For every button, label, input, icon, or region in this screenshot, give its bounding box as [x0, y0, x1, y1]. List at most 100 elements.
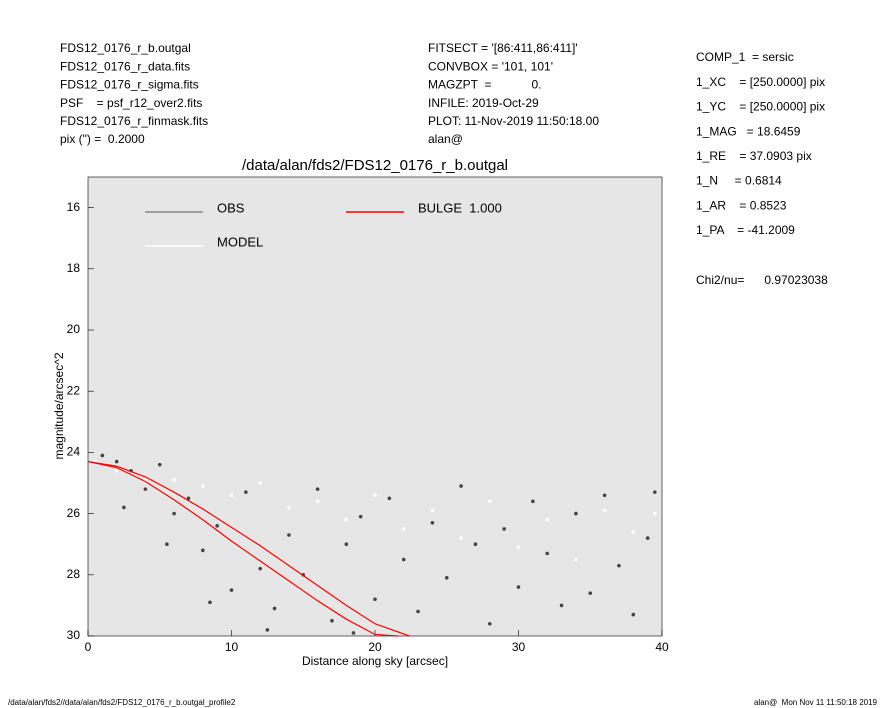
header-left-line: FDS12_0176_r_finmask.fits: [60, 114, 208, 128]
y-tick-label: 22: [67, 383, 81, 397]
data-point: [351, 631, 356, 635]
data-point: [602, 508, 607, 513]
data-point: [401, 527, 406, 531]
header-middle-line: CONVBOX = '101, 101': [428, 59, 553, 73]
data-point: [315, 499, 320, 504]
data-point: [344, 542, 349, 546]
data-point: [215, 524, 219, 528]
data-point: [588, 591, 593, 595]
header-right-line: 1_N = 0.6814: [696, 174, 782, 188]
data-point: [459, 536, 463, 540]
data-point: [157, 462, 162, 467]
data-point: [502, 527, 506, 531]
data-point: [244, 490, 248, 494]
plot-area: [87, 176, 663, 637]
y-tick-label: 16: [67, 200, 81, 214]
data-point: [545, 517, 549, 522]
data-point: [208, 600, 212, 605]
y-tick-label: 28: [67, 567, 81, 581]
data-point: [315, 487, 320, 491]
header-middle-line: MAGZPT = 0.: [428, 78, 541, 92]
data-point: [488, 499, 492, 504]
data-point: [229, 493, 234, 498]
header-middle-line: INFILE: 2019-Oct-29: [428, 96, 539, 110]
y-tick-label: 20: [67, 322, 81, 336]
data-point: [631, 612, 636, 617]
chart-title: /data/alan/fds2/FDS12_0176_r_b.outgal: [242, 157, 508, 174]
x-tick-label: 0: [85, 640, 92, 654]
data-point: [122, 505, 126, 510]
data-point: [258, 481, 263, 485]
data-point: [430, 508, 435, 513]
data-point: [186, 496, 191, 501]
data-point: [430, 520, 435, 525]
header-middle-line: FITSECT = '[86:411,86:411]': [428, 41, 578, 55]
model-curve: [87, 460, 398, 637]
data-point: [229, 588, 234, 592]
data-point: [201, 484, 205, 488]
x-tick-label: 20: [368, 640, 382, 654]
legend-label: BULGE 1.000: [418, 200, 502, 215]
header-middle-line: alan@: [428, 132, 463, 146]
data-point: [100, 453, 105, 458]
header-right-line: 1_YC = [250.0000] pix: [696, 100, 825, 114]
data-point: [287, 533, 291, 537]
y-tick-label: 26: [67, 506, 81, 520]
header-middle-line: PLOT: 11-Nov-2019 11:50:18.00: [428, 114, 599, 128]
data-point: [574, 557, 578, 562]
header-right-line: 1_AR = 0.8523: [696, 198, 787, 212]
header-left-line: pix (") = 0.2000: [60, 132, 145, 146]
header-left-line: FDS12_0176_r_sigma.fits: [60, 78, 199, 92]
y-axis-label: magnitude/arcsec^2: [52, 352, 66, 459]
data-point: [473, 542, 478, 546]
y-tick-label: 30: [67, 628, 81, 642]
data-point: [645, 536, 650, 540]
data-point: [444, 576, 449, 580]
data-point: [114, 459, 119, 464]
data-point: [416, 609, 420, 614]
data-point: [165, 542, 169, 546]
data-point: [653, 490, 657, 494]
data-point: [653, 511, 657, 516]
header-left-line: PSF = psf_r12_over2.fits: [60, 96, 202, 110]
data-point: [272, 606, 277, 611]
x-tick-label: 10: [225, 640, 239, 654]
data-point: [574, 511, 578, 516]
x-axis-label: Distance along sky [arcsec]: [302, 654, 448, 668]
header-left-line: FDS12_0176_r_b.outgal: [60, 41, 191, 55]
header-right-line: COMP_1 = sersic: [696, 50, 794, 64]
data-point: [459, 484, 463, 488]
data-point: [114, 468, 119, 473]
data-point: [330, 618, 334, 623]
y-tick-label: 24: [67, 445, 81, 459]
data-point: [559, 603, 564, 608]
model-curve: [87, 460, 410, 637]
y-tick-label: 18: [67, 261, 81, 275]
data-point: [358, 514, 363, 519]
data-point: [387, 496, 392, 501]
data-point: [488, 621, 492, 626]
data-point: [545, 551, 549, 556]
data-point: [344, 517, 349, 522]
footer-path: /data/alan/fds2//data/alan/fds2/FDS12_01…: [8, 698, 236, 707]
x-tick-label: 40: [655, 640, 669, 654]
legend-label: OBS: [217, 200, 245, 215]
data-point: [258, 566, 263, 571]
data-point: [143, 487, 148, 491]
data-point: [401, 557, 406, 562]
footer-user: alan@ Mon Nov 11 11:50:18 2019: [754, 698, 878, 707]
data-point: [287, 505, 291, 510]
data-point: [516, 545, 521, 550]
header-right-line: 1_XC = [250.0000] pix: [696, 75, 825, 89]
data-point: [516, 585, 521, 589]
data-point: [617, 563, 621, 568]
header-right-line: 1_RE = 37.0903 pix: [696, 149, 812, 163]
data-point: [373, 597, 377, 602]
legend-label: MODEL: [217, 234, 263, 249]
data-point: [373, 493, 377, 498]
data-point: [531, 499, 535, 504]
header-right-line: 1_MAG = 18.6459: [696, 124, 801, 138]
header-left-line: FDS12_0176_r_data.fits: [60, 59, 190, 73]
data-point: [172, 511, 176, 516]
